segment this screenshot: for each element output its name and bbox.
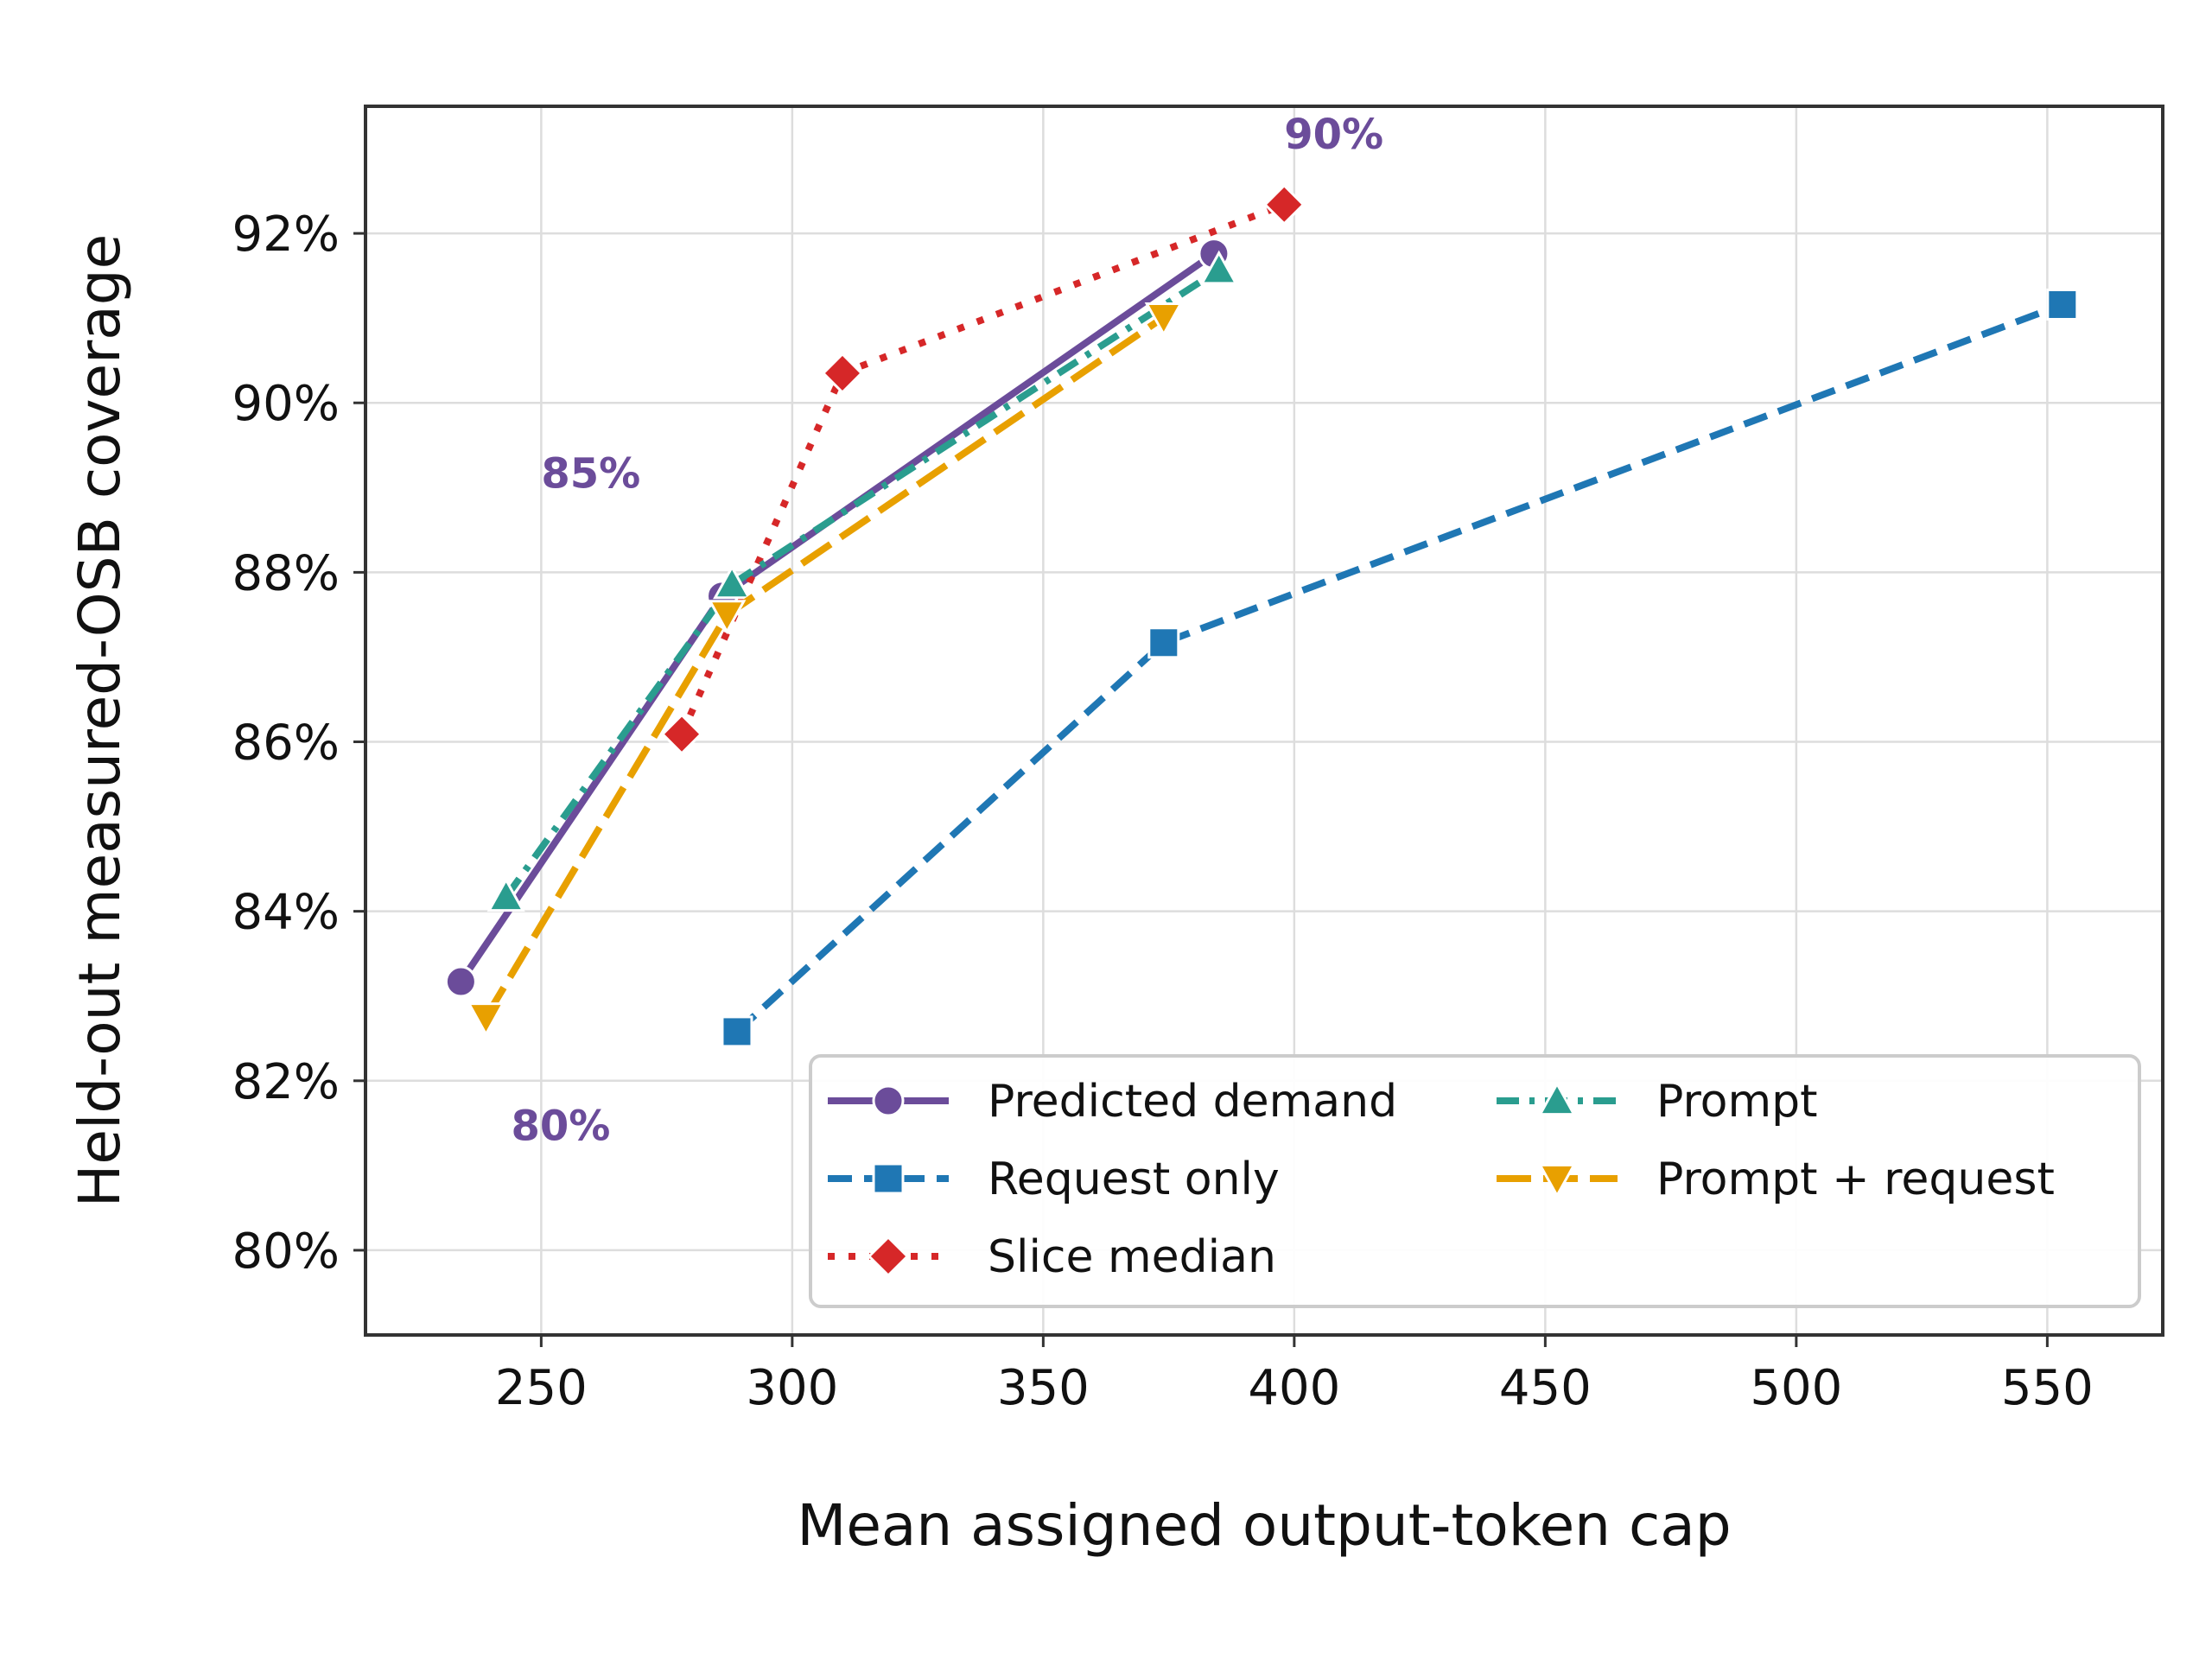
y-axis-label: Held-out measured-OSB coverage: [67, 234, 133, 1207]
y-tick-label: 80%: [232, 1224, 340, 1280]
series-layer: [444, 183, 2079, 1048]
legend-entry: Slice median: [828, 1231, 1276, 1283]
legend-label: Prompt + request: [1656, 1154, 2055, 1205]
legend-label: Prompt: [1656, 1076, 1818, 1128]
series-prompt-request: [467, 302, 1183, 1037]
legend-label: Slice median: [988, 1231, 1276, 1283]
grid: [365, 106, 2163, 1335]
legend-marker: [872, 1162, 905, 1195]
x-tick-label: 250: [495, 1360, 588, 1416]
y-tick-label: 86%: [232, 715, 340, 772]
series-slice-median: [660, 183, 1306, 755]
legend-marker: [867, 1235, 910, 1278]
data-point: [467, 1002, 505, 1037]
x-tick-label: 550: [2001, 1360, 2094, 1416]
legend-box: [809, 1054, 2141, 1308]
legend-label: Request only: [988, 1154, 1280, 1205]
data-point: [486, 877, 525, 912]
annotations: 90% 85% 80%: [511, 111, 1383, 1150]
annotation-label: 80%: [511, 1102, 610, 1150]
data-point: [1144, 302, 1183, 337]
data-point: [1147, 626, 1180, 659]
annotation-label: 85%: [541, 449, 640, 498]
legend-entry: Prompt: [1497, 1076, 1818, 1128]
y-tick-label: 84%: [232, 885, 340, 941]
data-point: [821, 352, 864, 395]
data-point: [444, 965, 477, 998]
legend: Predicted demand Request only Slice median…: [809, 1054, 2141, 1308]
legend-entry: Request only: [828, 1154, 1280, 1205]
y-tick-label: 88%: [232, 545, 340, 601]
legend-marker: [872, 1084, 905, 1117]
x-tick-label: 500: [1750, 1360, 1842, 1416]
y-tick-label: 92%: [232, 207, 340, 263]
x-axis-label: Mean assigned output-token cap: [797, 1492, 1731, 1559]
x-tick-label: 450: [1499, 1360, 1592, 1416]
series-prompt: [486, 250, 1238, 912]
data-point: [2046, 288, 2079, 321]
series-line: [734, 301, 2064, 1034]
series-request-only: [721, 288, 2079, 1048]
x-tick-label: 300: [746, 1360, 838, 1416]
legend-marker: [1537, 1081, 1577, 1116]
legend-entry: Prompt + request: [1497, 1154, 2055, 1205]
data-point: [708, 600, 747, 635]
legend-entry: Predicted demand: [828, 1076, 1397, 1128]
y-tick-label: 82%: [232, 1054, 340, 1110]
data-point: [1199, 250, 1238, 285]
x-tick-label: 350: [997, 1360, 1090, 1416]
data-point: [721, 1015, 753, 1048]
plot-frame: [364, 105, 2164, 1337]
legend-label: Predicted demand: [988, 1076, 1397, 1128]
data-point: [660, 713, 703, 755]
data-point: [1263, 183, 1306, 226]
annotation-label: 90%: [1284, 111, 1383, 159]
axis-ticks: 250 300 350 400 450 500 550 80% 82% 84% 86% 88% 90% 9…: [232, 207, 2094, 1416]
x-tick-label: 400: [1248, 1360, 1340, 1416]
data-point: [713, 564, 752, 600]
y-tick-label: 90%: [232, 376, 340, 432]
legend-marker: [1537, 1163, 1577, 1198]
